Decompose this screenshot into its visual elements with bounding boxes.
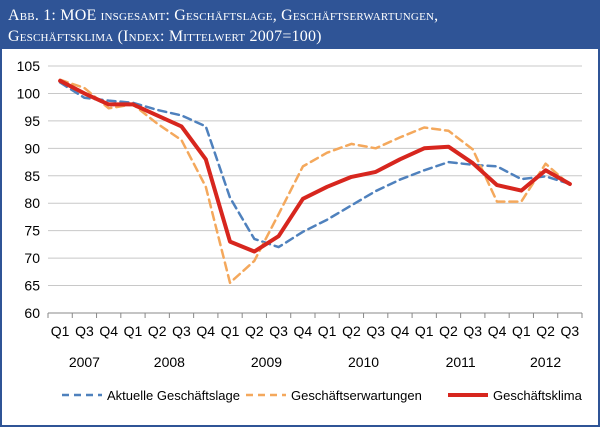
year-label-2008: 2008 <box>154 354 185 370</box>
y-tick-label-90: 90 <box>24 140 40 156</box>
x-tick-label-5: Q3 <box>172 323 191 339</box>
x-tick-label-13: Q3 <box>366 323 385 339</box>
x-tick-label-9: Q3 <box>269 323 288 339</box>
y-tick-label-80: 80 <box>24 195 40 211</box>
y-tick-label-85: 85 <box>24 168 40 184</box>
x-tick-label-20: Q2 <box>536 323 555 339</box>
y-tick-label-100: 100 <box>17 85 41 101</box>
x-tick-label-11: Q1 <box>318 323 337 339</box>
chart-title-line-2: Geschäftsklima (Index: Mittelwert 2007=1… <box>8 28 322 45</box>
x-tick-label-12: Q2 <box>342 323 361 339</box>
y-tick-label-95: 95 <box>24 113 40 129</box>
x-tick-label-0: Q1 <box>51 323 70 339</box>
y-tick-label-60: 60 <box>24 305 40 321</box>
y-tick-label-105: 105 <box>17 58 41 74</box>
x-tick-label-6: Q4 <box>196 323 215 339</box>
year-label-2007: 2007 <box>69 354 100 370</box>
y-tick-label-70: 70 <box>24 250 40 266</box>
x-tick-label-4: Q2 <box>148 323 167 339</box>
year-label-2010: 2010 <box>348 354 379 370</box>
year-label-2009: 2009 <box>251 354 282 370</box>
x-tick-label-14: Q4 <box>391 323 410 339</box>
y-tick-label-75: 75 <box>24 223 40 239</box>
chart-title: Abb. 1: MOE insgesamt: Geschäftslage, Ge… <box>2 2 598 49</box>
x-tick-label-2: Q4 <box>99 323 118 339</box>
x-tick-label-3: Q1 <box>124 323 143 339</box>
x-tick-label-18: Q4 <box>488 323 507 339</box>
chart-title-line-1: Abb. 1: MOE insgesamt: Geschäftslage, Ge… <box>8 7 439 24</box>
x-tick-label-15: Q1 <box>415 323 434 339</box>
x-tick-label-19: Q1 <box>512 323 531 339</box>
legend-label-2: Geschäftsklima <box>493 388 583 403</box>
x-tick-label-8: Q2 <box>245 323 264 339</box>
x-tick-label-1: Q3 <box>75 323 94 339</box>
series-line-0 <box>58 81 572 249</box>
legend-label-1: Geschäftserwartungen <box>291 388 422 403</box>
series-line-1 <box>58 78 572 285</box>
y-tick-label-65: 65 <box>24 278 40 294</box>
x-tick-label-10: Q4 <box>294 323 313 339</box>
x-tick-label-7: Q1 <box>221 323 240 339</box>
x-tick-label-16: Q2 <box>439 323 458 339</box>
x-tick-label-17: Q3 <box>463 323 482 339</box>
year-label-2012: 2012 <box>530 354 561 370</box>
legend-label-0: Aktuelle Geschäftslage <box>107 388 240 403</box>
series-line-2 <box>58 78 572 254</box>
x-tick-label-21: Q3 <box>561 323 580 339</box>
year-label-2011: 2011 <box>446 354 476 370</box>
